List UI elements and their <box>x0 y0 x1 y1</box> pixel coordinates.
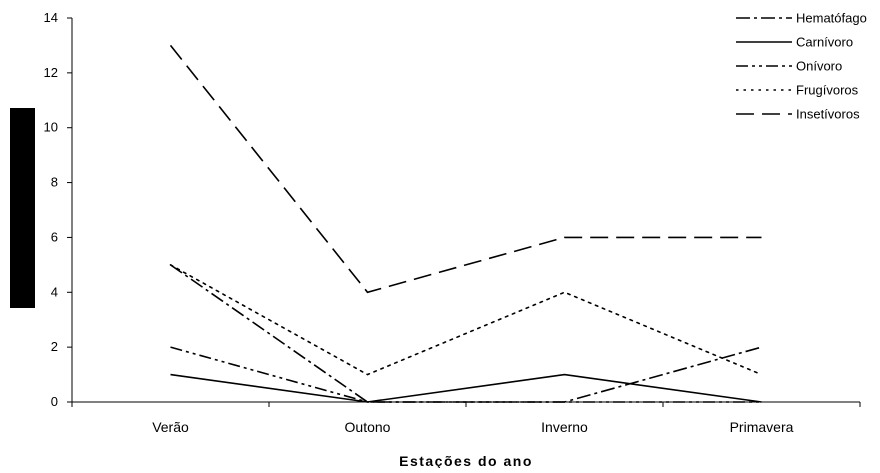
y-tick-label: 6 <box>51 229 58 244</box>
y-tick-label: 10 <box>44 120 58 135</box>
y-tick-label: 14 <box>44 10 58 25</box>
legend-label: Carnívoro <box>796 35 853 50</box>
legend-label: Hematófago <box>796 11 867 26</box>
legend-label: Frugívoros <box>796 83 859 98</box>
legend: Hematófago Carnívoro Onívoro Frugívoros Inse… <box>736 11 867 122</box>
y-tick-label: 12 <box>44 65 58 80</box>
x-tick-label: Primavera <box>730 419 794 435</box>
legend-label: Onívoro <box>796 59 842 74</box>
legend-label: Insetívoros <box>796 107 860 122</box>
y-axis-label-redaction <box>10 108 35 308</box>
series-layer <box>169 44 763 403</box>
x-tick-label: Verão <box>152 419 189 435</box>
series-line-4 <box>169 44 762 294</box>
series-line-3 <box>169 264 763 376</box>
series-line-2 <box>170 346 762 403</box>
series-line-1 <box>170 373 762 403</box>
axes: 0 2 4 6 8 10 12 14 Verão Outono Inverno Primavera <box>44 10 861 435</box>
y-tick-label: 0 <box>51 394 58 409</box>
x-tick-label: Outono <box>345 419 391 435</box>
y-tick-label: 4 <box>51 284 58 299</box>
x-tick-label: Inverno <box>541 419 588 435</box>
y-tick-label: 8 <box>51 175 58 190</box>
y-tick-label: 2 <box>51 339 58 354</box>
x-axis-title: Estações do ano <box>399 453 533 468</box>
